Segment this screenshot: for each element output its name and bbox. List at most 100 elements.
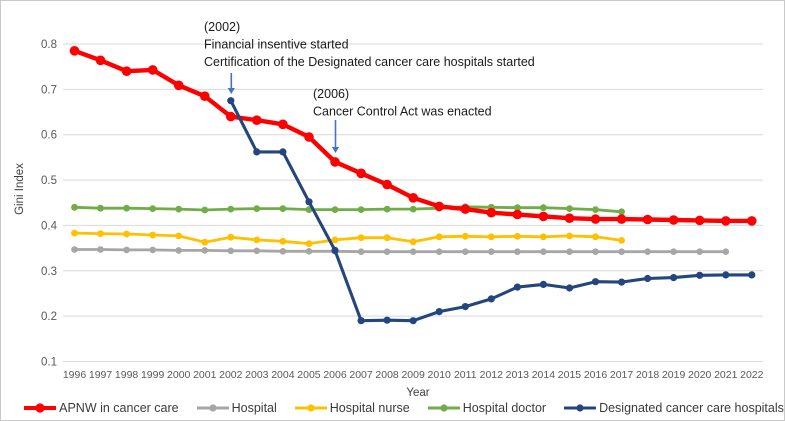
annotation-text: (2002)	[204, 20, 240, 34]
series-designated-cancer-care-hospitals	[227, 97, 756, 325]
annotation-text: Certification of the Designated cancer c…	[204, 55, 535, 69]
legend-marker-icon	[427, 404, 460, 412]
x-tick-label: 2006	[323, 369, 347, 381]
data-point	[357, 317, 365, 325]
data-point	[513, 283, 522, 291]
y-tick-label: 0.7	[41, 84, 57, 96]
series-line	[74, 205, 622, 214]
data-point	[642, 214, 653, 225]
legend-item-hospital-doctor: Hospital doctor	[427, 401, 546, 415]
x-tick-label: 1997	[89, 369, 113, 381]
x-tick-label: 2015	[558, 369, 582, 381]
data-point	[331, 236, 339, 244]
x-tick-label: 2020	[688, 369, 712, 381]
annotation-2002: (2002) Financial insentive started Certifi…	[204, 20, 535, 94]
annotation-2006: (2006) Cancer Control Act was enacted	[313, 87, 492, 153]
annotation-text: Cancer Control Act was enacted	[313, 105, 492, 119]
data-point	[644, 248, 651, 255]
legend-item-apnw-in-cancer-care: APNW in cancer care	[23, 401, 179, 415]
legend-label: Designated cancer care hospitals	[599, 401, 784, 415]
data-point	[540, 248, 547, 255]
y-tick-label: 0.5	[41, 175, 57, 187]
data-point	[279, 148, 287, 156]
data-point	[538, 211, 549, 222]
chart-legend: APNW in cancer care Hospital Hospital nurs…	[24, 401, 784, 415]
data-point	[123, 230, 130, 238]
data-point	[408, 193, 419, 203]
data-point	[670, 248, 677, 255]
data-point	[668, 215, 679, 225]
data-point	[409, 248, 417, 255]
data-point	[175, 247, 182, 254]
legend-marker-icon	[564, 404, 597, 412]
data-point	[748, 271, 756, 279]
data-point	[434, 201, 445, 212]
data-point	[227, 97, 235, 105]
data-point	[486, 207, 497, 218]
data-point	[514, 248, 521, 255]
series-hospital	[71, 246, 730, 255]
data-point	[356, 168, 366, 179]
data-point	[305, 240, 313, 248]
data-point	[696, 248, 703, 255]
data-point	[618, 237, 625, 244]
data-point	[409, 317, 417, 325]
data-point	[278, 119, 288, 130]
data-point	[331, 246, 339, 254]
x-tick-label: 2001	[193, 369, 217, 381]
data-point	[461, 232, 469, 240]
legend-marker-icon	[294, 404, 327, 412]
data-point	[487, 233, 495, 241]
data-point	[357, 248, 365, 255]
data-point	[123, 204, 130, 212]
data-point	[97, 246, 104, 253]
data-point	[383, 316, 391, 324]
x-tick-label: 2017	[610, 369, 634, 381]
x-tick-label: 2021	[714, 369, 738, 381]
data-point	[591, 278, 600, 286]
data-point	[357, 234, 365, 242]
data-point	[722, 248, 730, 255]
x-tick-label: 2012	[480, 369, 504, 381]
series-apnw-in-cancer-care	[69, 46, 757, 226]
y-tick-label: 0.2	[41, 311, 57, 323]
annotation-arrow-head	[227, 88, 235, 94]
data-point	[123, 246, 130, 254]
data-point	[175, 205, 183, 213]
data-point	[331, 206, 339, 214]
data-point	[566, 248, 573, 255]
data-point	[512, 209, 523, 220]
x-tick-label: 2002	[219, 369, 243, 381]
data-point	[71, 229, 78, 237]
data-point	[69, 46, 80, 56]
x-tick-label: 2008	[375, 369, 399, 381]
data-point	[721, 216, 731, 226]
data-point	[435, 248, 443, 255]
data-point	[435, 308, 443, 316]
legend-label: Hospital nurse	[329, 401, 410, 415]
data-point	[514, 204, 521, 212]
data-point	[201, 238, 209, 246]
data-point	[409, 238, 417, 246]
data-point	[566, 205, 573, 213]
data-point	[226, 111, 236, 122]
series-line	[74, 231, 622, 245]
legend-label: Hospital	[231, 401, 277, 415]
x-tick-label: 2013	[506, 369, 530, 381]
data-point	[514, 232, 521, 240]
data-point	[383, 248, 391, 255]
series-hospital-nurse	[71, 229, 625, 248]
x-axis-title: Year	[406, 387, 429, 399]
x-tick-label: 2016	[584, 369, 608, 381]
data-point	[694, 215, 705, 226]
data-point	[540, 233, 547, 241]
data-point	[253, 205, 261, 213]
data-point	[304, 132, 314, 142]
data-point	[382, 179, 392, 190]
data-point	[149, 231, 157, 239]
legend-item-designated-cancer-care-hospitals: Designated cancer care hospitals	[563, 401, 784, 415]
data-point	[592, 248, 599, 255]
x-tick-label: 1999	[141, 369, 165, 381]
